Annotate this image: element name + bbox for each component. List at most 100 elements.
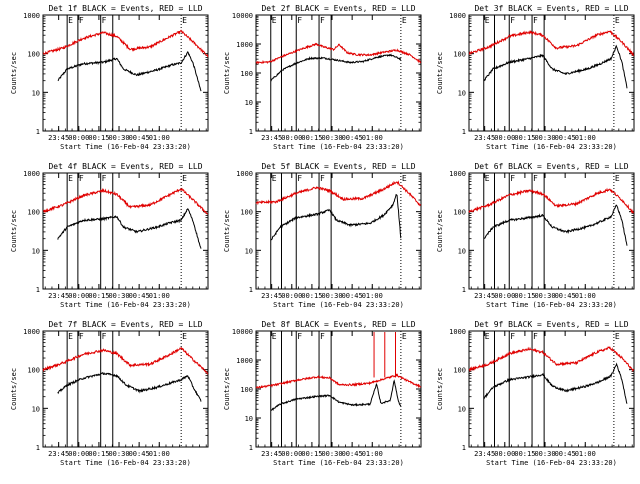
det-panel: Det 2f BLACK = Events, RED = LLD 1 10 100 10…	[223, 4, 422, 151]
det-panel: Det 5f BLACK = Events, RED = LLD 1 10 100 10…	[223, 162, 422, 309]
x-axis-label: Start Time (16-Feb-04 23:33:20)	[486, 459, 617, 467]
x-tick-label: 00:30	[108, 134, 129, 142]
interval-marker-label: E	[615, 174, 620, 183]
x-axis-label: Start Time (16-Feb-04 23:33:20)	[60, 459, 191, 467]
y-tick-label: 100	[27, 367, 40, 375]
y-tick-label: 100	[27, 209, 40, 217]
x-tick-label: 00:45	[342, 292, 363, 300]
y-tick-label: 1	[36, 444, 40, 452]
events-series-line	[483, 44, 628, 89]
events-series-line	[270, 379, 402, 412]
y-axis-label: Counts/sec	[436, 210, 444, 252]
y-tick-label: 100	[240, 70, 253, 78]
interval-marker-label: E	[485, 16, 490, 25]
interval-marker-label: E	[272, 16, 277, 25]
y-tick-label: 1	[249, 128, 253, 136]
interval-marker-label: E	[272, 174, 277, 183]
x-tick-label: 00:15	[301, 450, 322, 458]
events-series-line	[483, 362, 628, 404]
y-tick-label: 10000	[232, 328, 253, 336]
panel-title: Det 4f BLACK = Events, RED = LLD	[48, 162, 202, 171]
x-tick-label: 01:00	[575, 450, 596, 458]
x-tick-label: 23:45	[48, 292, 69, 300]
x-tick-label: 00:15	[88, 450, 109, 458]
x-tick-label: 01:00	[575, 292, 596, 300]
x-tick-label: 00:00	[68, 450, 89, 458]
lld-series-line	[42, 187, 209, 215]
plot-frame	[255, 172, 422, 290]
x-tick-label: 00:30	[321, 292, 342, 300]
x-tick-label: 00:30	[108, 450, 129, 458]
panel-title: Det 2f BLACK = Events, RED = LLD	[261, 4, 415, 13]
y-tick-label: 1000	[23, 12, 40, 20]
interval-marker-label: E	[485, 332, 490, 341]
y-tick-label: 10000	[232, 12, 253, 20]
x-tick-label: 00:15	[88, 292, 109, 300]
y-tick-label: 1	[36, 286, 40, 294]
plot-frame	[42, 330, 209, 448]
interval-marker-label: F	[533, 174, 538, 183]
x-axis-label: Start Time (16-Feb-04 23:33:20)	[486, 143, 617, 151]
interval-marker-label: E	[182, 16, 187, 25]
events-series-line	[270, 193, 402, 241]
x-axis-label: Start Time (16-Feb-04 23:33:20)	[273, 143, 404, 151]
x-tick-label: 00:45	[555, 134, 576, 142]
x-tick-label: 00:30	[534, 134, 555, 142]
x-tick-label: 00:45	[342, 134, 363, 142]
x-tick-label: 23:45	[474, 292, 495, 300]
y-tick-label: 1000	[236, 170, 253, 178]
x-tick-label: 23:45	[48, 450, 69, 458]
events-series-line	[57, 207, 202, 249]
x-axis-label: Start Time (16-Feb-04 23:33:20)	[60, 301, 191, 309]
y-tick-label: 1000	[449, 328, 466, 336]
x-tick-label: 23:45	[474, 450, 495, 458]
y-tick-label: 10	[32, 247, 40, 255]
x-tick-label: 00:30	[321, 450, 342, 458]
interval-marker-label: E	[402, 16, 407, 25]
x-tick-label: 00:15	[301, 292, 322, 300]
x-axis-label: Start Time (16-Feb-04 23:33:20)	[486, 301, 617, 309]
events-series-line	[57, 50, 202, 92]
y-tick-label: 100	[240, 386, 253, 394]
lld-series-line	[468, 187, 634, 214]
x-tick-label: 00:45	[129, 134, 150, 142]
events-series-line	[483, 204, 628, 246]
panel-title: Det 9f BLACK = Events, RED = LLD	[474, 320, 628, 329]
y-tick-label: 1000	[236, 41, 253, 49]
y-axis-label: Counts/sec	[223, 368, 231, 410]
panel-title: Det 7f BLACK = Events, RED = LLD	[48, 320, 202, 329]
interval-marker-label: F	[79, 332, 84, 341]
lld-series-line	[42, 29, 209, 58]
interval-marker-label: E	[272, 332, 277, 341]
y-axis-label: Counts/sec	[10, 52, 18, 94]
events-series-line	[270, 53, 402, 82]
interval-marker-label: F	[533, 332, 538, 341]
x-tick-label: 00:15	[514, 292, 535, 300]
interval-marker-label: F	[510, 332, 515, 341]
x-tick-label: 00:00	[68, 134, 89, 142]
x-tick-label: 00:00	[68, 292, 89, 300]
y-axis-label: Counts/sec	[436, 368, 444, 410]
x-axis-label: Start Time (16-Feb-04 23:33:20)	[273, 459, 404, 467]
x-tick-label: 00:45	[555, 292, 576, 300]
x-tick-label: 00:15	[514, 134, 535, 142]
y-axis-label: Counts/sec	[223, 210, 231, 252]
det-panel: Det 4f BLACK = Events, RED = LLD 1 10 100 10…	[10, 162, 209, 309]
x-tick-label: 00:15	[301, 134, 322, 142]
panel-title: Det 3f BLACK = Events, RED = LLD	[474, 4, 628, 13]
y-tick-label: 10	[245, 415, 253, 423]
x-tick-label: 01:00	[362, 450, 383, 458]
interval-marker-label: E	[68, 174, 73, 183]
x-tick-label: 01:00	[362, 134, 383, 142]
x-tick-label: 00:00	[281, 292, 302, 300]
y-tick-label: 1	[249, 286, 253, 294]
y-tick-label: 10	[458, 89, 466, 97]
interval-marker-label: E	[615, 332, 620, 341]
y-tick-label: 100	[453, 209, 466, 217]
panel-title: Det 5f BLACK = Events, RED = LLD	[261, 162, 415, 171]
panel-title: Det 1f BLACK = Events, RED = LLD	[48, 4, 202, 13]
y-axis-label: Counts/sec	[10, 210, 18, 252]
x-tick-label: 00:00	[494, 292, 515, 300]
x-tick-label: 01:00	[362, 292, 383, 300]
y-tick-label: 10	[245, 247, 253, 255]
